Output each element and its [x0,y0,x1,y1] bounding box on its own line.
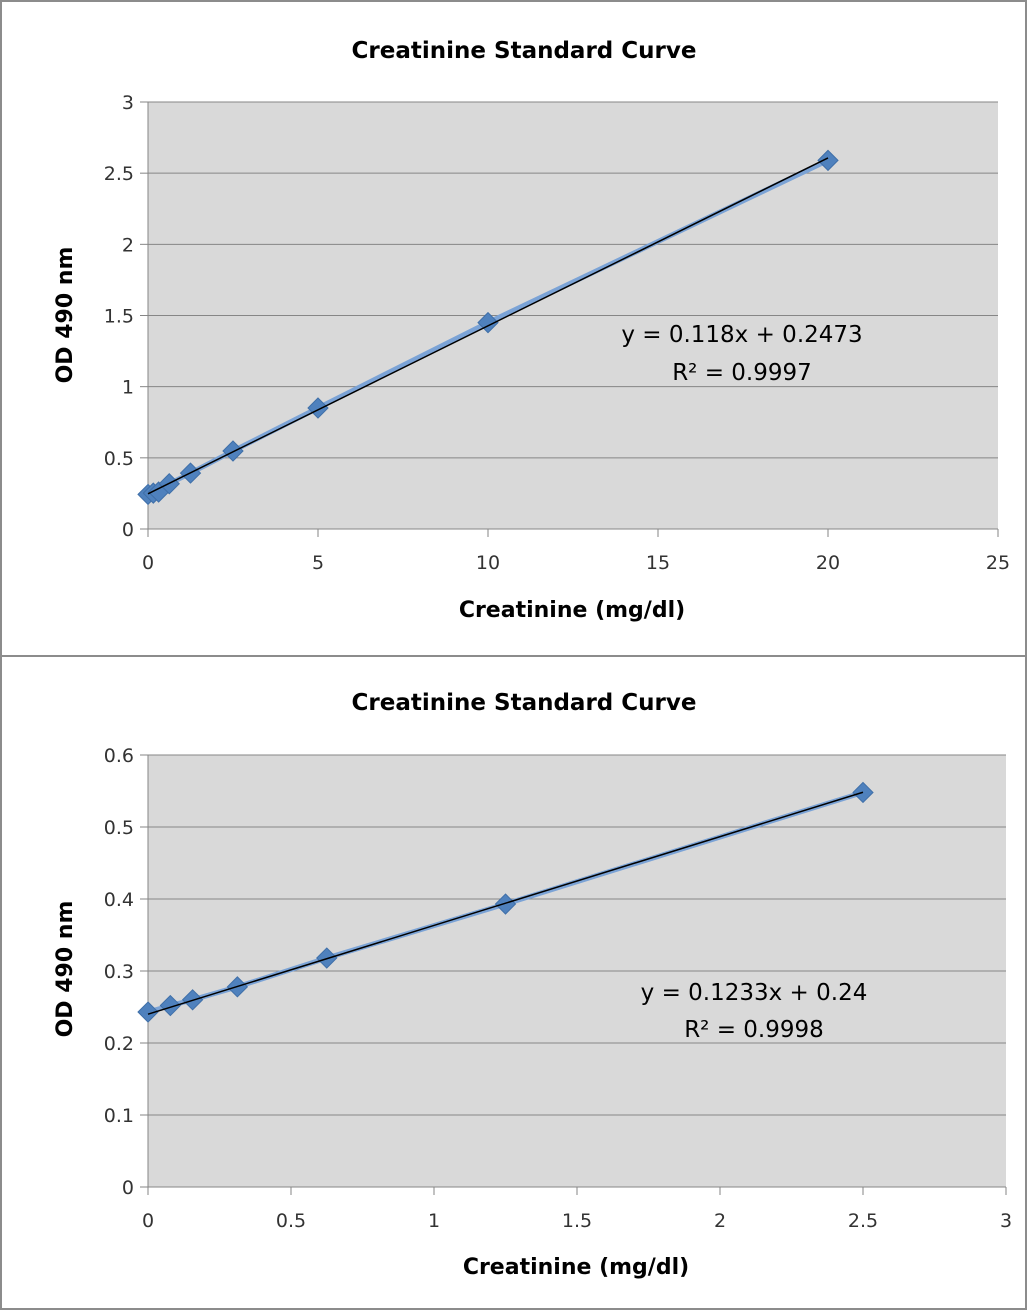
x-tick-label: 20 [816,552,840,574]
data-point [159,994,182,1017]
r-squared-label: R² = 0.9998 [684,1017,824,1043]
y-tick-label: 1 [122,377,134,399]
y-axis-ticks: 0 0.5 1 1.5 2 2.5 3 [104,92,134,541]
x-tick-label: 0.5 [276,1210,306,1232]
x-tick-label: 2 [714,1210,726,1232]
y-tick-label: 2.5 [104,163,134,185]
chart-title: Creatinine Standard Curve [352,38,697,64]
y-tick-label: 3 [122,92,134,114]
y-tick-label: 0.5 [104,817,134,839]
r-squared-label: R² = 0.9997 [672,360,812,386]
x-tick-label: 0 [142,1210,154,1232]
y-tick-label: 0 [122,519,134,541]
data-point [817,149,839,172]
x-tick-label: 10 [476,552,500,574]
chart-title: Creatinine Standard Curve [352,690,697,716]
x-tick-label: 0 [142,552,154,574]
data-point [137,1001,159,1023]
x-tick-label: 1.5 [562,1210,592,1232]
y-tick-label: 1.5 [104,306,134,328]
y-tick-label: 0.3 [104,961,134,983]
axes [140,754,1007,1195]
y-tick-label: 0.1 [104,1105,134,1127]
y-tick-label: 0.6 [104,745,134,767]
y-tick-label: 0 [122,1177,134,1199]
chart-panel-bottom: Creatinine Standard Curve 0 0.1 0.2 0.3 0.4 0… [0,655,1027,1310]
trendline-equation: y = 0.118x + 0.2473 [621,322,862,348]
x-axis-title: Creatinine (mg/dl) [463,1255,689,1280]
x-tick-label: 15 [646,552,670,574]
gridlines [148,101,998,459]
x-tick-label: 25 [986,552,1010,574]
y-axis-title: OD 490 nm [53,247,78,384]
x-tick-label: 5 [312,552,324,574]
axes [140,101,999,537]
x-axis-title: Creatinine (mg/dl) [459,598,685,623]
x-axis-ticks: 0 5 10 15 20 25 [142,552,1010,574]
trendline [147,791,864,1015]
data-point [307,397,329,419]
y-tick-label: 0.4 [104,889,134,911]
chart-svg-bottom: Creatinine Standard Curve 00.10.20.30.40… [53,690,1012,1280]
chart-panel-top: Creatinine Standard Curve 0 0.5 1 1.5 2 2.5 3 … [0,0,1027,657]
y-tick-label: 0.5 [104,448,134,470]
trendline [147,157,829,495]
y-tick-label: 0.2 [104,1033,134,1055]
x-tick-label: 1 [428,1210,440,1232]
x-axis-ticks: 0 0.5 1 1.5 2 2.5 3 [142,1210,1012,1232]
data-point [477,311,499,334]
x-tick-label: 3 [1000,1210,1012,1232]
x-tick-label: 2.5 [848,1210,878,1232]
y-tick-label: 2 [122,234,134,256]
y-axis-ticks: 0 0.1 0.2 0.3 0.4 0.5 0.6 [104,745,134,1199]
chart-svg-top: Creatinine Standard Curve 00.511.522.53 … [53,38,1010,623]
trendline-equation: y = 0.1233x + 0.24 [641,980,868,1006]
y-axis-title: OD 490 nm [53,901,78,1038]
